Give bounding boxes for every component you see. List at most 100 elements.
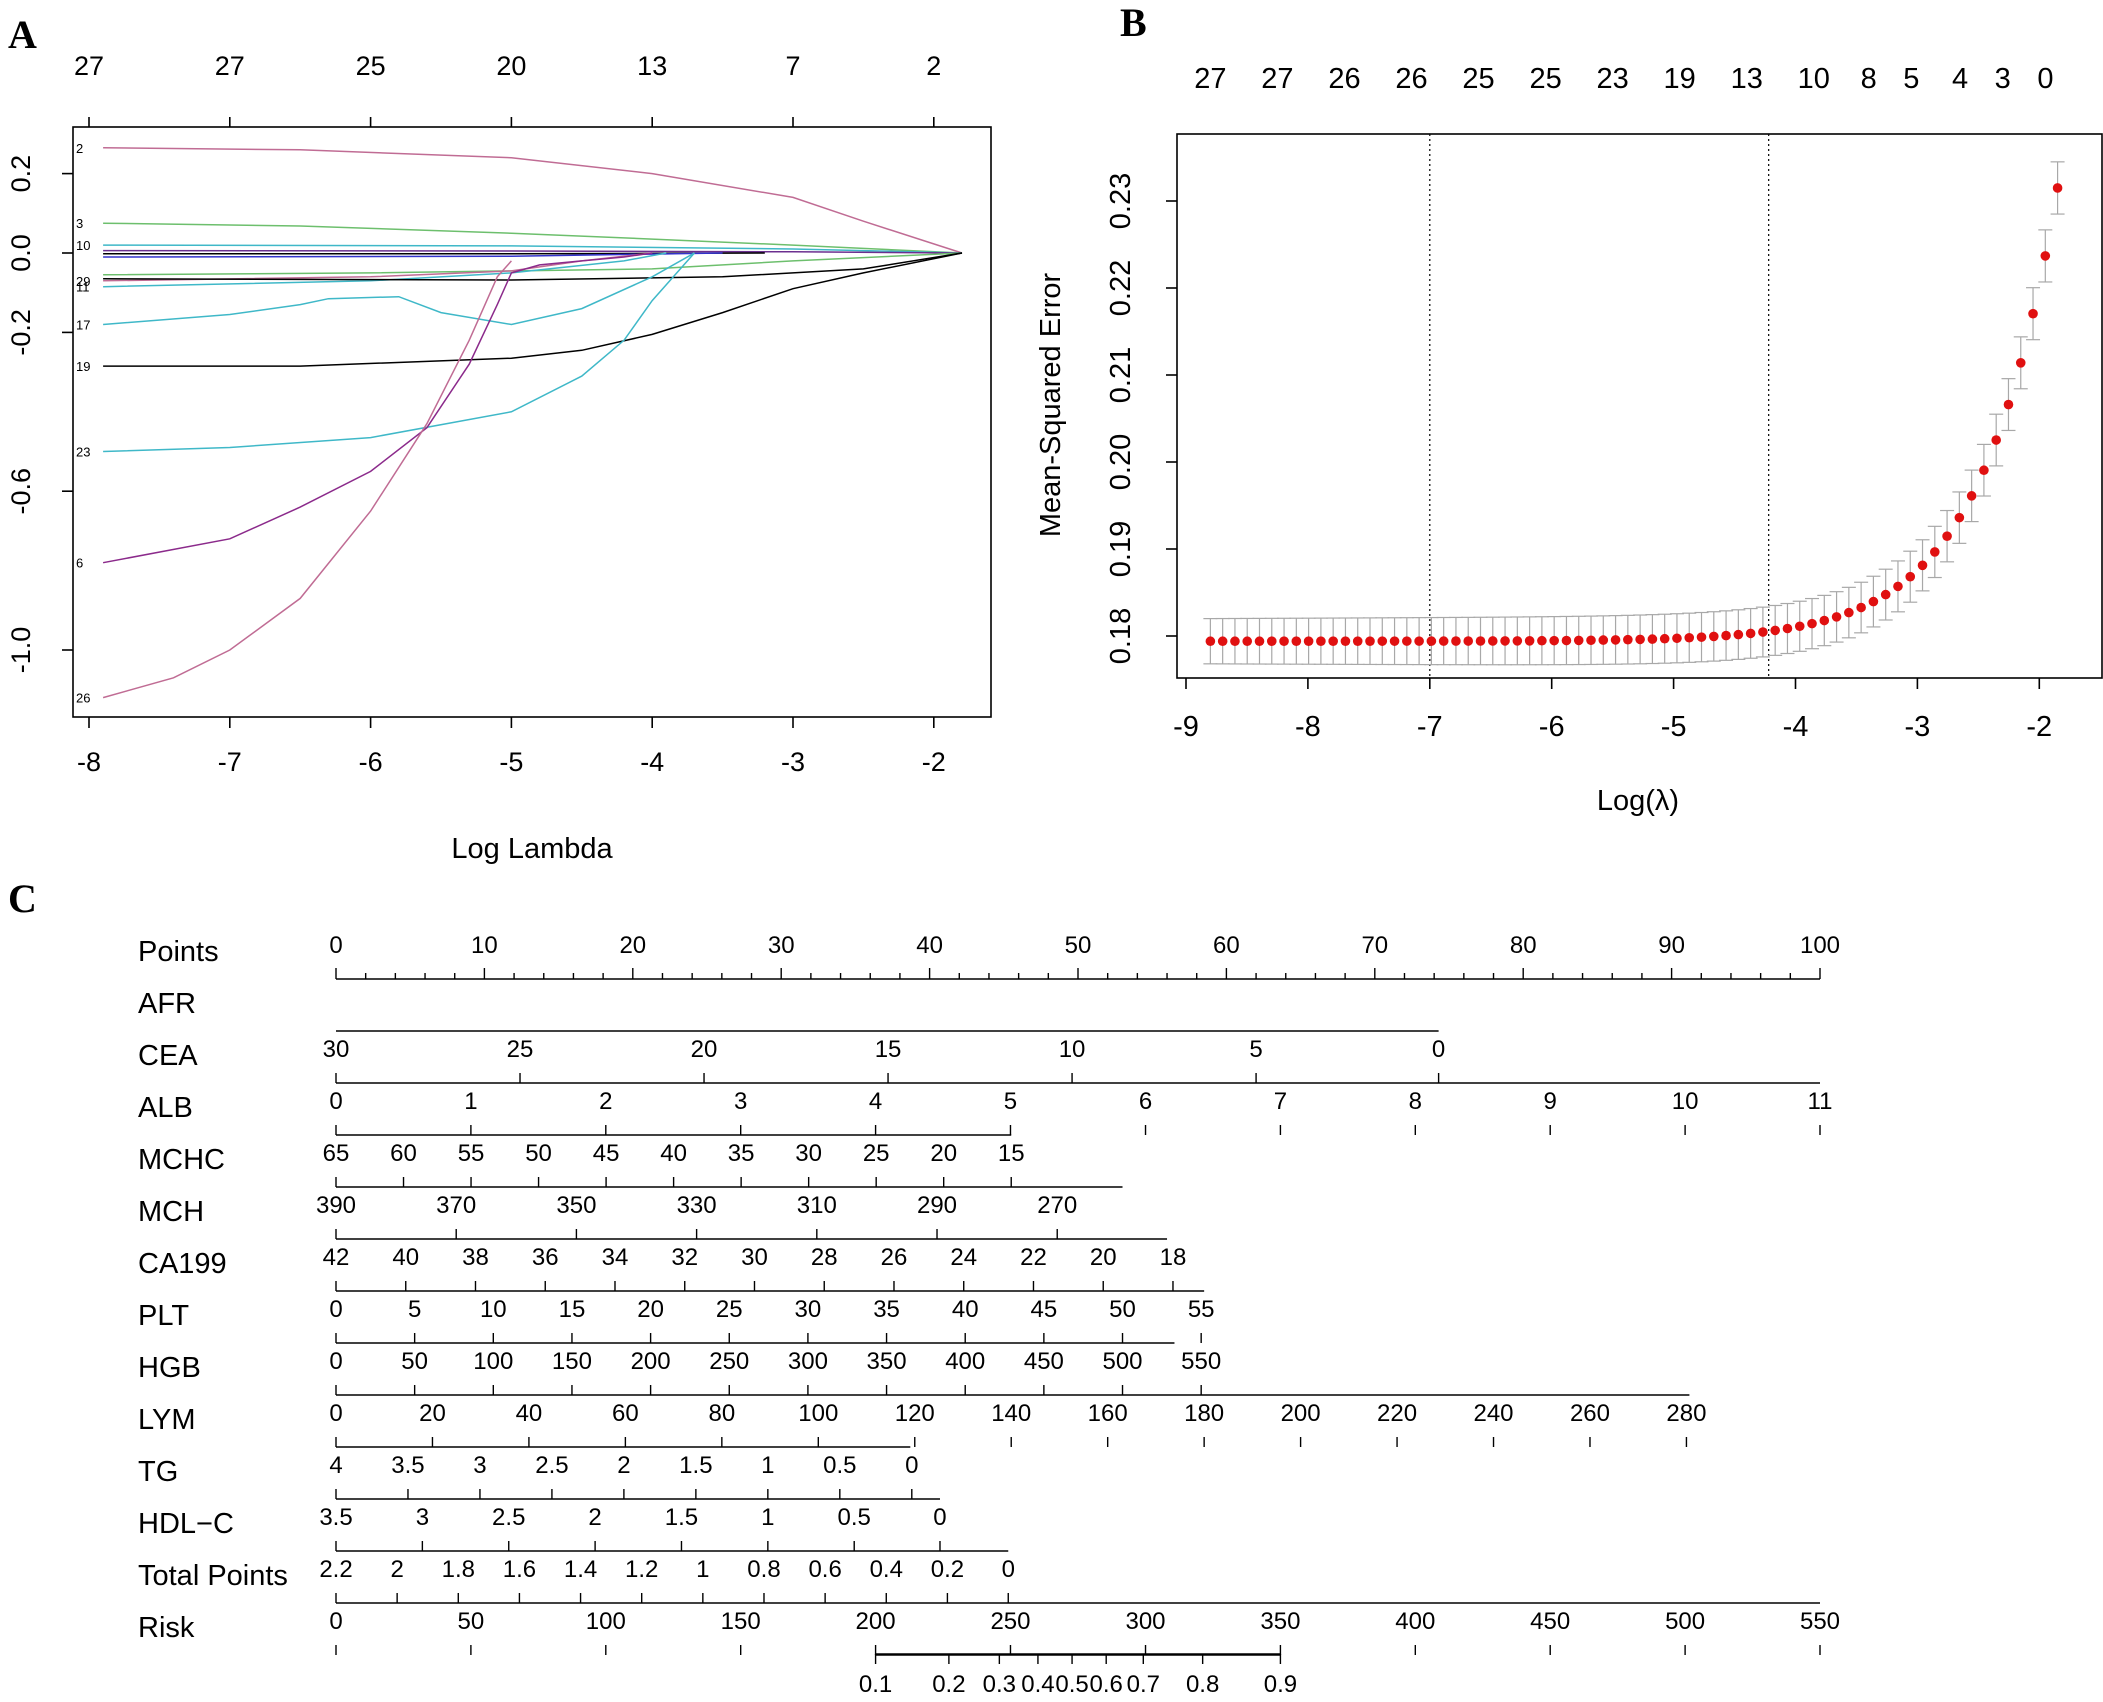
top-tick-label-b: 19 [1664, 63, 1696, 95]
lasso-cv-error-plot: 27 27 26 26 25 25 23 19 13 10 8 5 4 3 0 -9 -8 -7 -6 -5 -4 -3… [1035, 63, 2103, 817]
nomogram-tick-label: 450 [1530, 1608, 1570, 1635]
mse-point [1537, 635, 1547, 646]
top-tick-label-b: 25 [1529, 63, 1561, 95]
nomogram-tick-label: 0.2 [932, 1671, 965, 1698]
nomogram-tick-label: 0.5 [838, 1504, 871, 1531]
nomogram-tick-label: 2 [599, 1088, 612, 1115]
plot-a-x-axis: -8 -7 -6 -5 -4 -3 -2 [77, 717, 946, 777]
coefficient-path-line [102, 260, 512, 699]
mse-point [1905, 571, 1916, 582]
mse-point [1831, 612, 1842, 622]
mse-point [1635, 634, 1645, 645]
nomogram-tick-label: 550 [1181, 1348, 1221, 1375]
mse-point [1733, 629, 1744, 640]
mse-point [1340, 636, 1351, 646]
mse-point [1770, 625, 1780, 636]
top-tick-label-a: 25 [356, 51, 386, 81]
coefficient-path-label: 10 [76, 238, 90, 253]
plot-a-x-label: Log Lambda [451, 833, 613, 865]
coefficient-path-label: 19 [76, 359, 90, 374]
mse-point [1426, 636, 1437, 646]
x-tick-label-a: -8 [77, 747, 101, 777]
mse-point [1794, 621, 1805, 632]
nomogram-tick-label: 80 [1510, 932, 1537, 959]
mse-point [1696, 632, 1707, 642]
nomogram-tick-label: 200 [1281, 1400, 1321, 1427]
mse-point [1487, 636, 1498, 646]
mse-point [1586, 635, 1596, 646]
mse-point [1266, 636, 1277, 647]
y-tick-label-a: 0.0 [6, 234, 36, 272]
nomogram-tick-label: 140 [991, 1400, 1031, 1427]
nomogram-tick-label: 3 [473, 1452, 486, 1479]
nomogram-tick-label: 220 [1377, 1400, 1417, 1427]
x-tick-label-a: -4 [640, 747, 664, 777]
nomogram-tick-label: 0.2 [931, 1556, 964, 1583]
mse-point [1819, 615, 1830, 626]
nomogram-tick-label: 0.9 [1264, 1671, 1297, 1698]
mse-point [1389, 636, 1400, 646]
mse-point [2003, 399, 2014, 410]
nomogram-row-label: Risk [138, 1612, 195, 1644]
top-tick-label-a: 13 [637, 51, 667, 81]
nomogram-tick-label: 1.2 [625, 1556, 658, 1583]
plot-a-frame [72, 126, 992, 718]
top-tick-label-b: 8 [1861, 63, 1877, 95]
top-tick-label-b: 25 [1462, 63, 1494, 95]
nomogram-tick-label: 30 [795, 1296, 822, 1323]
coefficient-path-label: 26 [76, 691, 90, 706]
nomogram-tick-label: 3.5 [319, 1504, 352, 1531]
coefficient-path-line [103, 252, 723, 258]
x-tick-label-b: -7 [1417, 711, 1443, 743]
nomogram-tick-label: 0.3 [983, 1671, 1016, 1698]
nomogram-tick-label: 0 [329, 1088, 342, 1115]
nomogram-row-label: AFR [138, 988, 196, 1020]
mse-point [1659, 633, 1670, 644]
mse-point [2015, 358, 2026, 368]
nomogram-tick-label: 400 [1395, 1608, 1435, 1635]
mse-point [1721, 630, 1731, 641]
mse-point [1303, 636, 1314, 646]
x-tick-label-b: -4 [1783, 711, 1809, 743]
nomogram-tick-label: 9 [1544, 1088, 1557, 1115]
nomogram-tick-label: 0.5 [1055, 1671, 1088, 1698]
nomogram-tick-label: 350 [556, 1192, 596, 1219]
top-tick-label-b: 10 [1798, 63, 1830, 95]
nomogram-tick-label: 36 [532, 1244, 559, 1271]
nomogram-tick-label: 42 [323, 1244, 350, 1271]
nomogram-tick-label: 200 [856, 1608, 896, 1635]
nomogram-tick-label: 500 [1102, 1348, 1142, 1375]
mse-point [1451, 636, 1461, 646]
nomogram-tick-label: 4 [329, 1452, 342, 1479]
nomogram-row-label: CEA [138, 1040, 198, 1072]
coefficient-path-label: 11 [76, 280, 90, 295]
top-tick-label-b: 27 [1194, 63, 1226, 95]
y-tick-label-b: 0.21 [1105, 347, 1137, 403]
nomogram-tick-label: 1 [696, 1556, 709, 1583]
mse-point [1930, 547, 1940, 557]
mse-point [1979, 465, 1989, 476]
y-tick-label-b: 0.19 [1105, 521, 1137, 577]
top-tick-label-b: 26 [1395, 63, 1427, 95]
x-tick-label-b: -3 [1905, 711, 1931, 743]
nomogram-tick-label: 5 [1249, 1036, 1262, 1063]
mse-point [1217, 636, 1228, 647]
y-tick-label-b: 0.20 [1105, 434, 1137, 490]
nomogram-row-label: MCH [138, 1196, 204, 1228]
nomogram-tick-label: 40 [952, 1296, 979, 1323]
x-tick-label-a: -3 [781, 747, 805, 777]
nomogram-tick-label: 300 [788, 1348, 828, 1375]
plot-b-y-axis: 0.18 0.19 0.20 0.21 0.22 0.23 [1105, 173, 1177, 664]
mse-point [1942, 531, 1952, 541]
coefficient-path-label: 6 [76, 556, 83, 571]
panel-label-b: B [1120, 0, 1147, 45]
nomogram-tick-label: 0.5 [823, 1452, 856, 1479]
mse-point [1205, 636, 1216, 647]
mse-point [1377, 636, 1388, 646]
y-tick-label-a: -0.6 [6, 468, 36, 515]
top-tick-label-b: 27 [1261, 63, 1293, 95]
mse-point [1598, 635, 1609, 645]
nomogram-tick-label: 7 [1274, 1088, 1287, 1115]
